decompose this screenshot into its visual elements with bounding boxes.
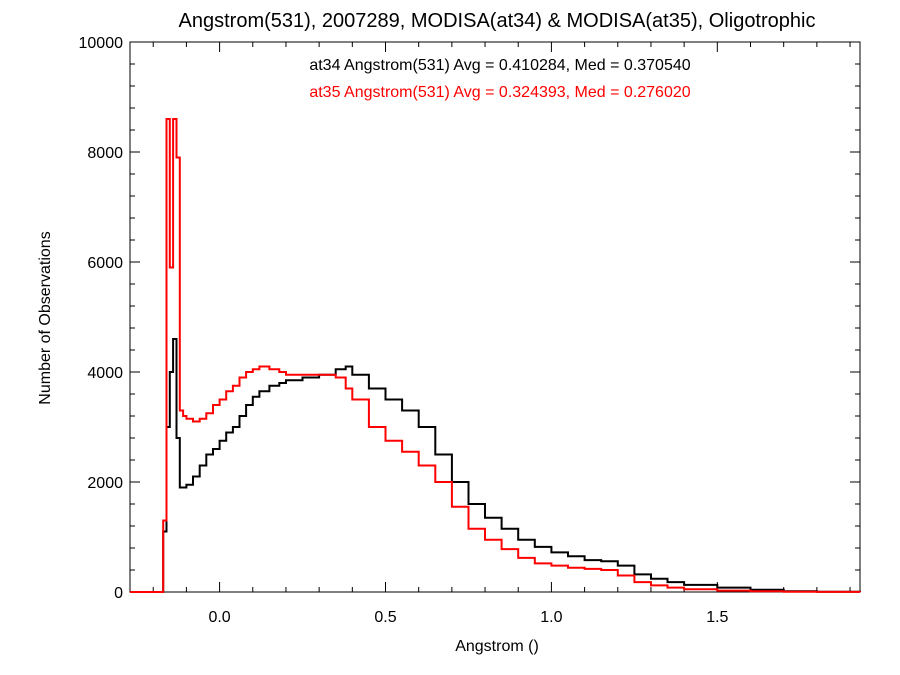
y-tick-label: 10000 xyxy=(79,35,124,52)
plot-border xyxy=(129,41,861,593)
series-layer xyxy=(130,118,861,593)
legend-entry-at34: at34 Angstrom(531) Avg = 0.410284, Med =… xyxy=(309,57,690,74)
x-tick-label: 0.5 xyxy=(374,609,396,626)
y-tick-label: 2000 xyxy=(87,475,123,492)
x-axis-label: Angstrom () xyxy=(455,638,539,655)
y-axis: 0 2000 4000 6000 8000 10000 xyxy=(79,35,860,602)
x-tick-label: 0.0 xyxy=(208,609,230,626)
plot-frame xyxy=(129,41,861,593)
x-tick-label: 1.5 xyxy=(706,609,728,626)
y-tick-label: 6000 xyxy=(87,255,123,272)
series-at35-line xyxy=(130,118,861,593)
y-tick-label: 0 xyxy=(114,585,123,602)
x-axis: 0.0 0.5 1.0 1.5 xyxy=(152,42,851,626)
y-tick-label: 4000 xyxy=(87,365,123,382)
legend-entry-at35: at35 Angstrom(531) Avg = 0.324393, Med =… xyxy=(309,84,690,101)
series-at34-line xyxy=(130,338,861,593)
chart-title: Angstrom(531), 2007289, MODISA(at34) & M… xyxy=(179,10,816,32)
y-tick-label: 8000 xyxy=(87,145,123,162)
y-axis-label: Number of Observations xyxy=(37,231,54,404)
x-tick-label: 1.0 xyxy=(540,609,562,626)
